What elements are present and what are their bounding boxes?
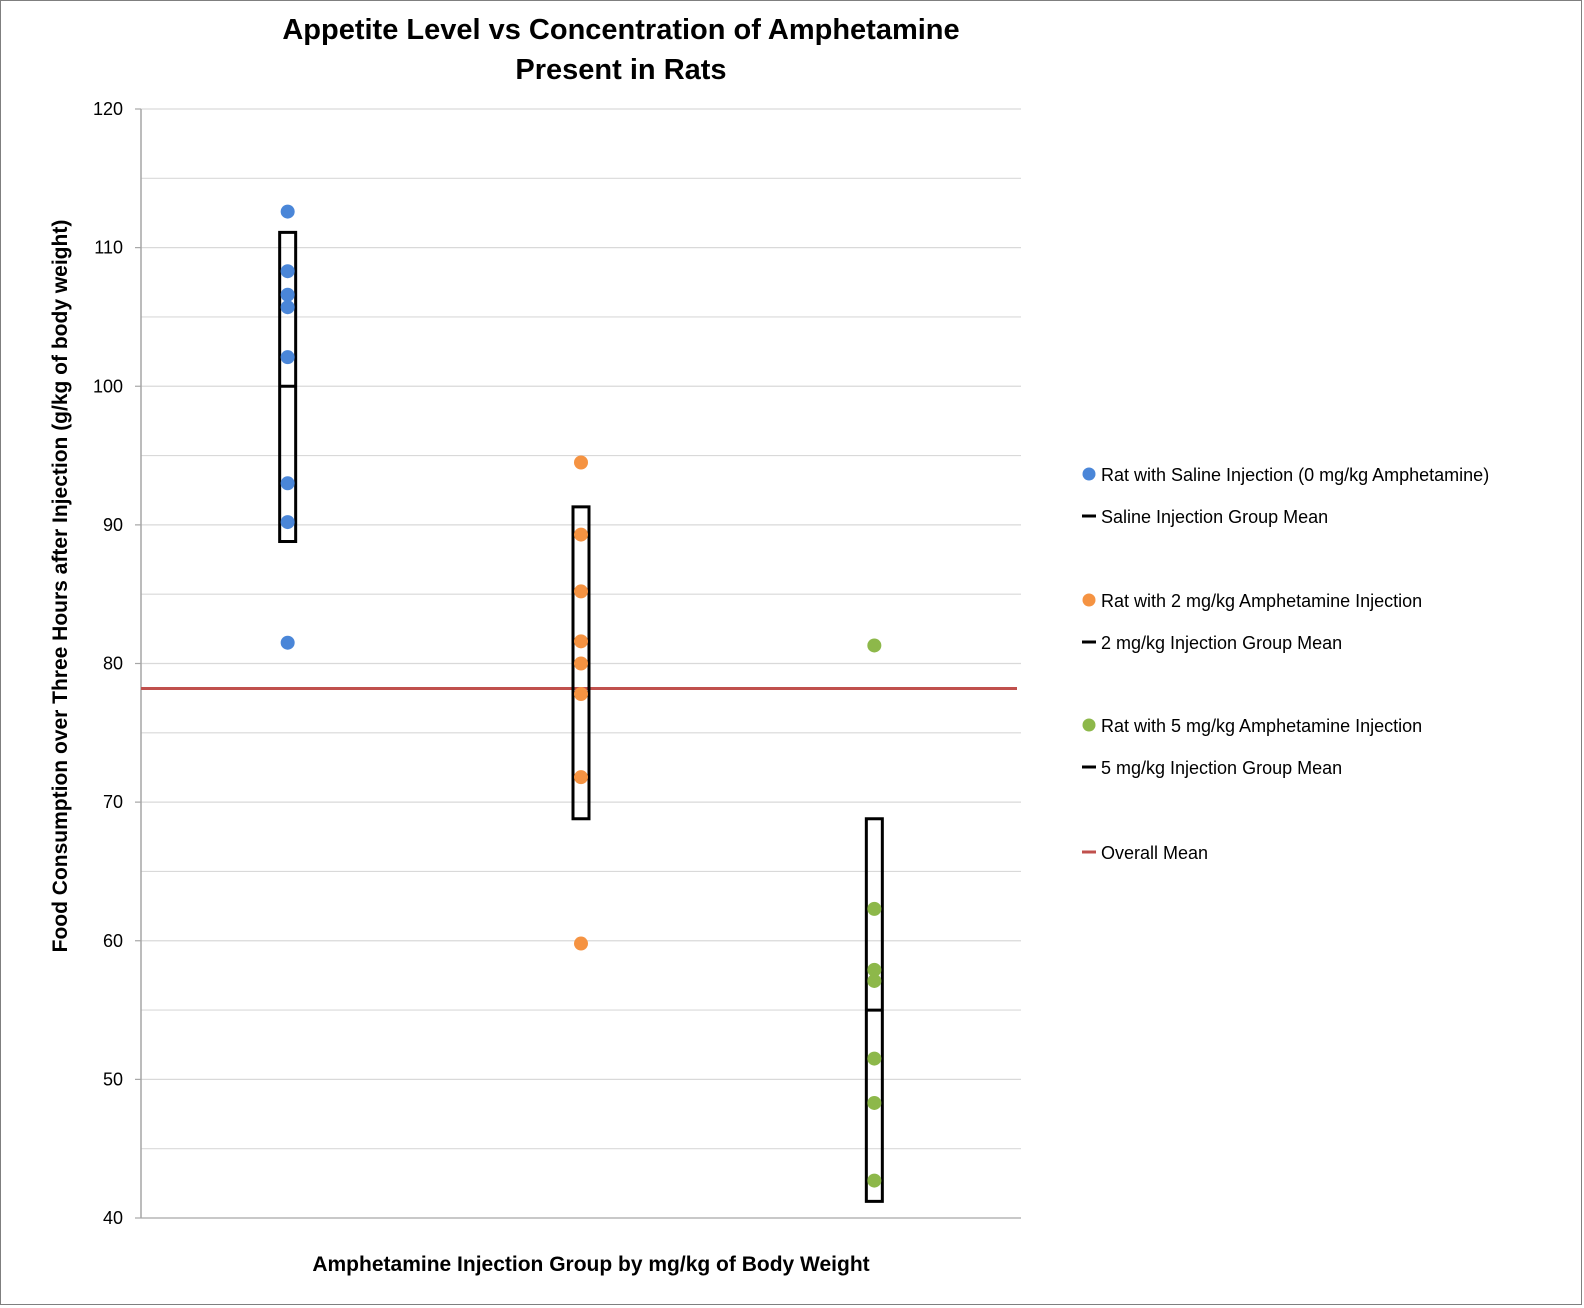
data-point <box>574 936 588 951</box>
legend-label: Saline Injection Group Mean <box>1101 507 1328 527</box>
data-point <box>280 300 295 315</box>
legend-label: Rat with 2 mg/kg Amphetamine Injection <box>1101 591 1422 611</box>
y-axis-title: Food Consumption over Three Hours after … <box>49 220 72 953</box>
chart-title-line-2: Present in Rats <box>515 54 726 86</box>
y-tick-label: 80 <box>103 654 123 674</box>
data-points <box>280 204 882 1188</box>
y-tick-label: 120 <box>93 99 123 119</box>
data-point <box>867 1095 882 1110</box>
data-point <box>280 350 295 365</box>
legend-label: 2 mg/kg Injection Group Mean <box>1101 633 1342 653</box>
legend-label: Overall Mean <box>1101 843 1208 863</box>
y-tick-label: 110 <box>94 238 123 258</box>
data-point <box>867 962 882 977</box>
x-axis-title: Amphetamine Injection Group by mg/kg of … <box>312 1253 869 1276</box>
data-point <box>867 1051 882 1066</box>
axes <box>135 108 1021 1219</box>
data-point <box>574 656 588 671</box>
y-tick-label: 60 <box>103 931 123 951</box>
legend-label: Rat with 5 mg/kg Amphetamine Injection <box>1101 716 1422 736</box>
legend: Rat with Saline Injection (0 mg/kg Amphe… <box>1082 465 1489 863</box>
data-point <box>280 264 295 279</box>
legend-label: Rat with Saline Injection (0 mg/kg Amphe… <box>1101 465 1489 485</box>
legend-label: 5 mg/kg Injection Group Mean <box>1101 758 1342 778</box>
legend-marker-dot <box>1082 467 1096 481</box>
data-point <box>867 901 882 916</box>
data-point <box>574 455 588 470</box>
legend-marker-dot <box>1082 718 1096 732</box>
data-point <box>280 476 295 491</box>
data-point <box>280 204 295 219</box>
legend-marker-dot <box>1082 593 1096 607</box>
data-point <box>574 584 588 599</box>
gridlines <box>141 108 1021 1150</box>
data-point <box>867 973 882 988</box>
data-point <box>574 634 588 649</box>
y-tick-labels: 40 50 60 70 80 90 100 110 120 <box>93 99 123 1228</box>
data-point <box>574 770 588 785</box>
data-point <box>574 686 588 701</box>
data-point <box>280 635 295 650</box>
group-mean-boxes <box>278 230 884 1203</box>
y-tick-label: 100 <box>93 376 123 396</box>
data-point <box>280 515 295 530</box>
chart-title-line-1: Appetite Level vs Concentration of Amphe… <box>282 14 959 46</box>
data-point <box>867 638 882 653</box>
data-point <box>280 287 295 302</box>
data-point <box>574 527 588 542</box>
y-tick-label: 50 <box>103 1069 123 1089</box>
y-tick-label: 40 <box>103 1208 123 1228</box>
y-tick-label: 70 <box>103 792 123 812</box>
data-point <box>867 1173 882 1188</box>
y-tick-label: 90 <box>103 515 123 535</box>
